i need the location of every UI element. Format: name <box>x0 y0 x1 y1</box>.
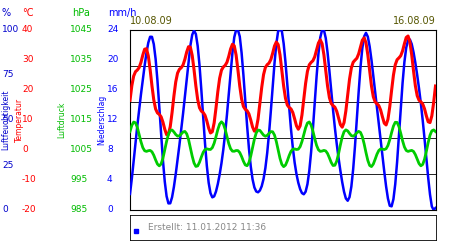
Text: 100: 100 <box>2 26 19 35</box>
Text: 50: 50 <box>2 116 14 124</box>
Text: Luftfeuchtigkeit: Luftfeuchtigkeit <box>1 90 10 150</box>
Text: Temperatur: Temperatur <box>15 98 24 142</box>
Text: 20: 20 <box>22 86 33 94</box>
Text: 25: 25 <box>2 160 14 170</box>
Text: %: % <box>2 8 11 18</box>
Text: 40: 40 <box>22 26 33 35</box>
Text: 8: 8 <box>107 146 113 154</box>
Text: 24: 24 <box>107 26 118 35</box>
Text: 16: 16 <box>107 86 118 94</box>
Text: 1035: 1035 <box>70 56 93 64</box>
Text: 30: 30 <box>22 56 33 64</box>
Text: °C: °C <box>22 8 33 18</box>
Text: 0: 0 <box>2 206 8 214</box>
Text: 1005: 1005 <box>70 146 93 154</box>
Text: 0: 0 <box>22 146 28 154</box>
Text: 1015: 1015 <box>70 116 93 124</box>
Text: 4: 4 <box>107 176 112 184</box>
Text: 12: 12 <box>107 116 118 124</box>
Text: mm/h: mm/h <box>108 8 136 18</box>
Text: 1025: 1025 <box>70 86 93 94</box>
Text: -20: -20 <box>22 206 36 214</box>
Text: -10: -10 <box>22 176 37 184</box>
Text: 995: 995 <box>70 176 87 184</box>
Text: 0: 0 <box>107 206 113 214</box>
Text: 16.08.09: 16.08.09 <box>393 16 436 26</box>
Text: 20: 20 <box>107 56 118 64</box>
Text: 1045: 1045 <box>70 26 93 35</box>
Text: 75: 75 <box>2 70 14 80</box>
Text: Erstellt: 11.01.2012 11:36: Erstellt: 11.01.2012 11:36 <box>148 223 266 232</box>
Text: Luftdruck: Luftdruck <box>57 102 66 138</box>
Text: hPa: hPa <box>72 8 90 18</box>
Text: 985: 985 <box>70 206 87 214</box>
Text: 10: 10 <box>22 116 33 124</box>
Text: 10.08.09: 10.08.09 <box>130 16 173 26</box>
Text: Niederschlag: Niederschlag <box>97 95 106 145</box>
